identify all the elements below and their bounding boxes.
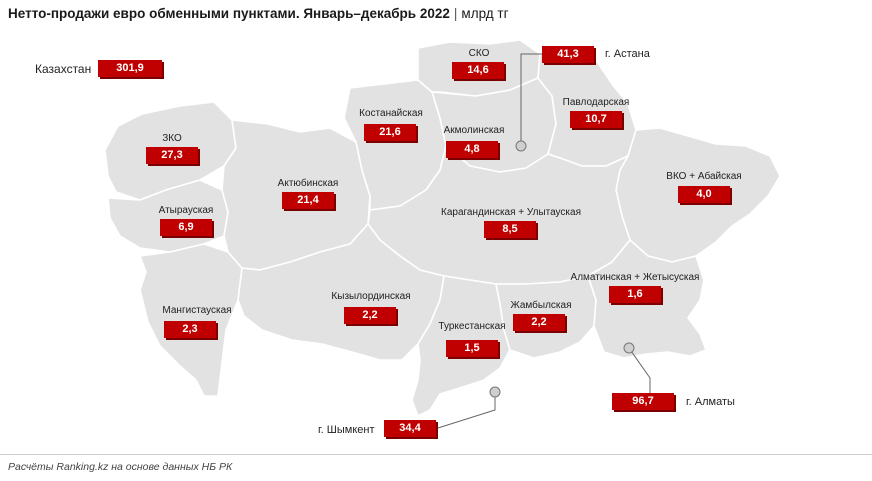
almaty-marker <box>623 342 635 354</box>
value-badge-pavlodar: 10,7 <box>570 111 622 128</box>
label-kostanay: Костанайская <box>359 108 423 119</box>
value-badge-sko: 14,6 <box>452 62 504 79</box>
astana-marker <box>515 140 527 152</box>
value-badge-kyzylorda: 2,2 <box>344 307 396 324</box>
label-almaty-obl: Алматинская + Жетысуская <box>570 272 700 283</box>
label-shymkent: г. Шымкент <box>318 424 375 436</box>
label-almaty: г. Алматы <box>686 396 735 408</box>
value-badge-vko: 4,0 <box>678 186 730 203</box>
total-value-badge: 301,9 <box>98 60 162 77</box>
value-badge-almaty-obl: 1,6 <box>609 286 661 303</box>
value-badge-aktobe: 21,4 <box>282 192 334 209</box>
label-karaganda: Карагандинская + Улытауская <box>440 207 582 218</box>
footer-divider <box>0 454 872 455</box>
value-badge-kostanay: 21,6 <box>364 124 416 141</box>
label-zko: ЗКО <box>162 133 182 144</box>
label-atyrau: Атырауская <box>158 205 214 216</box>
value-badge-zko: 27,3 <box>146 147 198 164</box>
label-astana: г. Астана <box>605 48 650 60</box>
label-aktobe: Актюбинская <box>277 178 339 189</box>
value-badge-mangistau: 2,3 <box>164 321 216 338</box>
value-badge-astana: 41,3 <box>542 46 594 63</box>
total-label: Казахстан <box>35 62 92 76</box>
value-badge-shymkent: 34,4 <box>384 420 436 437</box>
value-badge-akmola: 4,8 <box>446 141 498 158</box>
value-badge-zhambyl: 2,2 <box>513 314 565 331</box>
value-badge-atyrau: 6,9 <box>160 219 212 236</box>
value-badge-karaganda: 8,5 <box>484 221 536 238</box>
page-title: Нетто-продажи евро обменными пунктами. Я… <box>8 6 509 21</box>
title-separator: | <box>453 6 458 21</box>
astana-leader-line <box>520 53 542 146</box>
label-pavlodar: Павлодарская <box>562 97 630 108</box>
label-zhambyl: Жамбылская <box>510 300 572 311</box>
title-unit: млрд тг <box>461 6 509 21</box>
source-note: Расчёты Ranking.kz на основе данных НБ Р… <box>8 461 233 473</box>
label-turkestan: Туркестанская <box>438 321 506 332</box>
shymkent-marker <box>489 386 501 398</box>
value-badge-almaty: 96,7 <box>612 393 674 410</box>
label-kyzylorda: Кызылординская <box>331 291 411 302</box>
label-mangistau: Мангистауская <box>162 305 232 316</box>
label-akmola: Акмолинская <box>443 125 505 136</box>
label-vko: ВКО + Абайская <box>666 171 742 182</box>
region-shape-mangistau <box>139 243 243 397</box>
label-sko: СКО <box>468 48 490 59</box>
title-text: Нетто-продажи евро обменными пунктами. Я… <box>8 6 450 21</box>
value-badge-turkestan: 1,5 <box>446 340 498 357</box>
